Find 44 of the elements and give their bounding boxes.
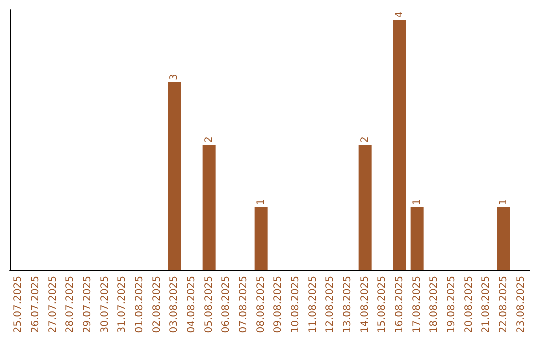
x-tick-label: 20.08.2025	[464, 276, 475, 334]
data-label: 4	[394, 12, 406, 18]
x-tick-label: 22.08.2025	[498, 276, 510, 334]
bar	[410, 208, 424, 270]
data-label: 2	[204, 136, 215, 143]
x-tick-label: 05.08.2025	[204, 276, 215, 334]
x-tick-label: 31.07.2025	[117, 276, 128, 334]
bar	[254, 208, 268, 270]
x-tick-label: 11.08.2025	[308, 276, 319, 334]
bar	[202, 145, 216, 270]
x-tick-label: 13.08.2025	[342, 276, 354, 334]
x-tick-label: 18.08.2025	[429, 276, 440, 334]
x-tick-label: 15.08.2025	[377, 276, 388, 334]
x-tick-label: 03.08.2025	[169, 276, 180, 334]
x-tick-label: 06.08.2025	[221, 276, 232, 334]
x-tick-label: 29.07.2025	[82, 276, 94, 334]
data-label: 1	[256, 199, 267, 206]
bar	[394, 20, 406, 270]
bar	[168, 82, 182, 270]
x-tick-label: 09.08.2025	[273, 276, 284, 334]
x-tick-label: 23.08.2025	[516, 276, 527, 334]
x-tick-label: 19.08.2025	[446, 276, 458, 334]
bar	[358, 145, 372, 270]
data-label: 2	[360, 136, 371, 143]
data-label: 1	[412, 199, 423, 206]
x-tick-label: 16.08.2025	[394, 276, 406, 334]
x-tick-label: 21.08.2025	[481, 276, 492, 334]
x-tick-label: 08.08.2025	[256, 276, 267, 334]
x-tick-label: 01.08.2025	[134, 276, 146, 334]
x-tick-label: 02.08.2025	[152, 276, 163, 334]
x-tick-label: 14.08.2025	[360, 276, 371, 334]
x-tick-label: 12.08.2025	[325, 276, 336, 334]
x-tick-label: 26.07.2025	[30, 276, 42, 334]
bar	[498, 208, 510, 270]
x-tick-label: 25.07.2025	[13, 276, 24, 334]
x-tick-label: 30.07.2025	[100, 276, 111, 334]
x-tick-label: 07.08.2025	[238, 276, 250, 334]
x-tick-label: 17.08.2025	[412, 276, 423, 334]
x-tick-label: 10.08.2025	[290, 276, 302, 334]
data-label: 3	[169, 74, 180, 80]
data-label: 1	[498, 199, 510, 206]
x-tick-label: 04.08.2025	[186, 276, 198, 334]
x-tick-label: 28.07.2025	[65, 276, 76, 334]
x-tick-label: 27.07.2025	[48, 276, 59, 334]
